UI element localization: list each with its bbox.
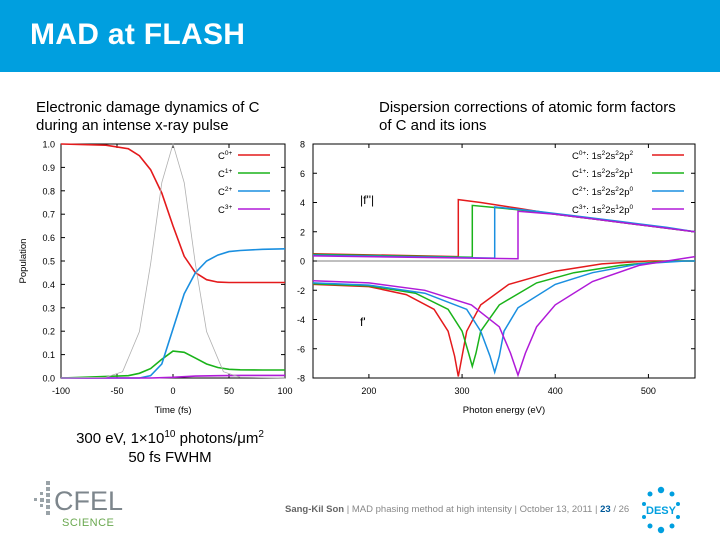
y-tick-label: 6 [300, 169, 305, 179]
note-unit-exp: 2 [258, 429, 264, 440]
note-fluence-unit: photons/μm [175, 430, 259, 447]
x-tick-label: 500 [641, 386, 656, 396]
legend-label: C2+: 1s22s22p0 [572, 186, 633, 198]
y-tick-label: 0.3 [42, 303, 55, 313]
x-tick-label: -50 [110, 386, 123, 396]
footer-info: | MAD phasing method at high intensity |… [346, 504, 598, 515]
fp-line-3plus [312, 255, 696, 378]
y-tick-label: -4 [297, 315, 305, 325]
y-tick-label: 4 [300, 198, 305, 208]
x-axis-label: Photon energy (eV) [463, 405, 545, 416]
legend-label: C0+: 1s22s22p2 [572, 150, 633, 162]
x-tick-label: 400 [548, 386, 563, 396]
fpp-line-1plus [312, 204, 696, 259]
slide-title: MAD at FLASH [30, 18, 246, 51]
footer: Sang-Kil Son | MAD phasing method at hig… [285, 504, 629, 515]
legend-label: C1+ [218, 168, 232, 180]
cfel-logo-science: SCIENCE [62, 517, 114, 529]
y-tick-label: 0.5 [42, 257, 55, 267]
legend-label: C1+: 1s22s22p1 [572, 168, 633, 180]
legend-label: C3+: 1s22s12p0 [572, 204, 633, 216]
y-axis-label: Population [18, 239, 29, 284]
x-tick-label: 100 [277, 386, 292, 396]
note-fluence-pre: 300 eV, 1×10 [76, 430, 165, 447]
legend-label: C2+ [218, 186, 232, 198]
title-bar: MAD at FLASH [0, 0, 720, 72]
y-tick-label: -2 [297, 286, 305, 296]
legend-label: C0+ [218, 150, 232, 162]
cfel-logo-text: CFEL [54, 486, 123, 516]
fp-line-2plus [312, 260, 695, 375]
footer-page: 23 [600, 504, 611, 515]
plot-frame [60, 143, 286, 379]
x-tick-label: 50 [224, 386, 234, 396]
y-tick-label: 0.0 [42, 374, 55, 384]
desy-logo: DESY [642, 486, 680, 534]
series-line-3plus [61, 374, 285, 379]
x-axis-label: Time (fs) [154, 405, 191, 416]
y-tick-label: -6 [297, 344, 305, 354]
legend-label: C3+ [218, 204, 232, 216]
fpp-line-3plus [312, 210, 696, 260]
y-tick-label: 1.0 [42, 140, 55, 150]
series-line-0plus [60, 143, 285, 284]
x-tick-label: 200 [361, 386, 376, 396]
dispersion-chart: -8 -6 -4 -2 0 2 4 6 8 200 300 400 500 Photon energy (… [297, 140, 696, 416]
series-line-1plus [60, 350, 285, 379]
y-tick-label: 0.9 [42, 163, 55, 173]
x-tick-label: 0 [170, 386, 175, 396]
y-tick-label: 0.7 [42, 210, 55, 220]
y-tick-label: 0.6 [42, 233, 55, 243]
right-chart-caption: Dispersion corrections of atomic form fa… [379, 99, 676, 134]
cfel-logo: CFEL SCIENCE [34, 481, 123, 529]
series-line-2plus [61, 248, 286, 379]
x-tick-label: -100 [52, 386, 70, 396]
y-tick-label: 0.1 [42, 350, 55, 360]
y-tick-label: 8 [300, 140, 305, 150]
cfel-logo-dots [34, 481, 50, 515]
annotation-fp: f' [360, 315, 366, 329]
footer-total: / 26 [613, 504, 630, 515]
x-tick-label: 300 [455, 386, 470, 396]
fp-line-0plus [312, 260, 695, 377]
population-chart: 0.0 0.1 0.2 0.3 0.4 0.5 0.6 0.7 0.8 0.9 1.0 -100 -50… [18, 140, 293, 417]
desy-logo-text: DESY [646, 505, 677, 517]
desy-logo-dots [642, 486, 680, 534]
y-tick-label: -8 [297, 374, 305, 384]
y-tick-label: 0.2 [42, 327, 55, 337]
fpp-line-2plus [312, 206, 696, 259]
pulse-parameters-note: 300 eV, 1×1010 photons/μm2 50 fs FWHM [60, 425, 280, 467]
left-chart-caption: Electronic damage dynamics of C during a… [36, 99, 260, 134]
y-tick-label: 0.8 [42, 186, 55, 196]
footer-author: Sang-Kil Son [285, 504, 345, 515]
pulse-envelope-line [60, 142, 286, 379]
note-duration: 50 fs FWHM [128, 449, 212, 466]
fp-line-1plus [312, 260, 695, 370]
y-tick-label: 0.4 [42, 280, 55, 290]
note-fluence-exp: 10 [164, 429, 176, 440]
y-tick-label: 2 [300, 227, 305, 237]
annotation-fpp: |f''| [360, 193, 374, 207]
y-tick-label: 0 [300, 257, 305, 267]
